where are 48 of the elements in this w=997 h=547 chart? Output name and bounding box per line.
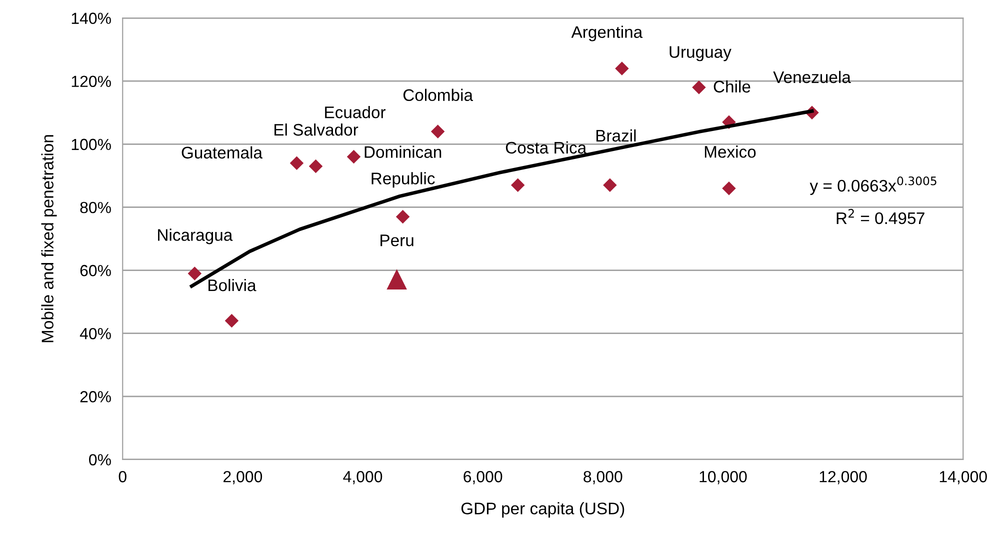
point	[722, 182, 736, 195]
point	[290, 156, 304, 170]
annotation: Argentina	[571, 26, 643, 42]
annotation: Dominican Republic	[364, 146, 442, 188]
x-tick-label: 0	[118, 471, 126, 482]
y-tick-label: 60%	[80, 264, 111, 276]
y-tick-label: 140%	[72, 12, 111, 24]
point	[603, 178, 617, 192]
x-tick-label: 2,000	[224, 471, 262, 484]
annotation: Bolivia	[208, 278, 256, 292]
annotation: Mexico	[704, 146, 756, 158]
point	[615, 62, 629, 76]
annotation: Uruguay	[670, 46, 732, 62]
annotation: Ecuador	[325, 106, 386, 118]
annotation: Colombia	[403, 88, 474, 102]
point	[511, 178, 524, 192]
annotation: Peru	[380, 234, 414, 246]
annotation: Chile	[714, 80, 750, 93]
annotation: Brazil	[596, 129, 636, 142]
annotation: Guatemala	[182, 146, 262, 159]
y-tick-label: 80%	[80, 202, 111, 214]
annotation: Nicaragua	[158, 228, 233, 244]
x-tick-label: 12,000	[820, 471, 867, 484]
x-tick-label: 6,000	[464, 471, 502, 484]
point	[387, 270, 407, 290]
y-axis-title: Mobile and fixed penetration	[41, 135, 57, 342]
x-tick-label: 8,000	[584, 471, 622, 484]
x-tick-label: 14,000	[940, 471, 987, 484]
y-tick-label: 120%	[72, 76, 111, 88]
annotation: El Salvador	[274, 123, 358, 136]
x-tick-label: 10,000	[700, 471, 747, 484]
y-tick-label: 40%	[80, 328, 111, 340]
point	[431, 124, 444, 138]
annotation: R$^{2}$ = 0.4957	[836, 208, 924, 224]
point	[692, 80, 706, 94]
annotation: Venezuela	[773, 70, 851, 84]
annotation: y = 0.0663x$^{0.3005}$	[810, 176, 936, 195]
x-axis-title: GDP per capita (USD)	[461, 502, 624, 518]
point	[396, 210, 410, 224]
y-tick-label: 20%	[80, 391, 111, 402]
y-tick-label: 100%	[72, 138, 111, 150]
point	[225, 314, 238, 328]
point	[188, 266, 202, 280]
annotation: Costa Rica	[506, 141, 587, 154]
y-tick-label: 0%	[89, 454, 111, 466]
point	[309, 160, 322, 173]
x-tick-label: 4,000	[343, 471, 382, 484]
point	[347, 150, 360, 164]
